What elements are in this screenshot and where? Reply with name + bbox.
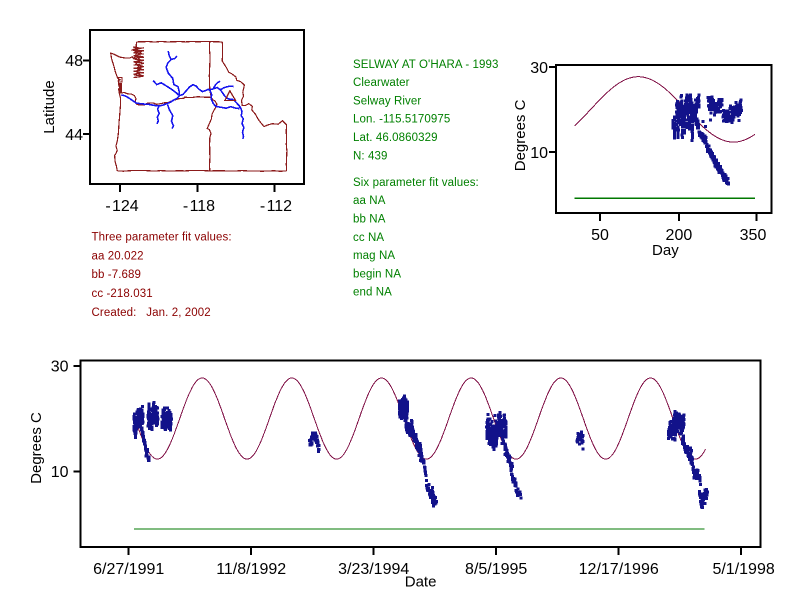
svg-text:Degrees C: Degrees C xyxy=(512,99,529,171)
svg-text:N: 439: N: 439 xyxy=(353,150,387,162)
svg-text:- 118: - 118 xyxy=(183,198,215,215)
svg-text:Clearwater: Clearwater xyxy=(353,77,410,89)
svg-text:30: 30 xyxy=(51,359,69,376)
svg-text:- 112: - 112 xyxy=(260,198,292,215)
svg-text:Lon. -115.5170975: Lon. -115.5170975 xyxy=(353,114,450,126)
svg-text:SELWAY AT O'HARA - 1993: SELWAY AT O'HARA - 1993 xyxy=(353,59,499,71)
svg-text:12/17/1996: 12/17/1996 xyxy=(579,561,659,578)
svg-text:11/8/1992: 11/8/1992 xyxy=(216,561,286,578)
svg-text:Three parameter fit values:: Three parameter fit values: xyxy=(92,231,232,243)
svg-text:end NA: end NA xyxy=(353,287,392,299)
svg-text:10: 10 xyxy=(530,145,548,162)
svg-text:Degrees C: Degrees C xyxy=(28,412,45,484)
svg-text:cc -218.031: cc -218.031 xyxy=(92,288,153,300)
svg-text:30: 30 xyxy=(530,60,548,77)
svg-text:Day: Day xyxy=(652,242,679,259)
svg-text:- 124: - 124 xyxy=(105,198,138,215)
svg-text:3/23/1994: 3/23/1994 xyxy=(338,561,409,578)
svg-text:5/1/1998: 5/1/1998 xyxy=(712,561,774,578)
svg-text:200: 200 xyxy=(666,227,693,244)
svg-text:44: 44 xyxy=(65,127,83,144)
svg-text:6/27/1991: 6/27/1991 xyxy=(93,561,164,578)
svg-text:Created: Jan. 2, 2002: Created: Jan. 2, 2002 xyxy=(92,307,211,319)
svg-text:aa 20.022: aa 20.022 xyxy=(92,250,144,262)
svg-text:Lat. 46.0860329: Lat. 46.0860329 xyxy=(353,132,438,144)
svg-text:Six parameter fit values:: Six parameter fit values: xyxy=(353,177,479,189)
svg-text:350: 350 xyxy=(740,227,767,244)
svg-text:mag NA: mag NA xyxy=(353,250,395,262)
svg-text:bb NA: bb NA xyxy=(353,214,386,226)
svg-text:Date: Date xyxy=(405,574,437,591)
svg-text:10: 10 xyxy=(51,464,69,481)
svg-text:aa NA: aa NA xyxy=(353,195,386,207)
svg-text:bb -7.689: bb -7.689 xyxy=(92,269,142,281)
svg-text:begin NA: begin NA xyxy=(353,268,401,280)
svg-text:Selway River: Selway River xyxy=(353,95,421,107)
svg-text:50: 50 xyxy=(591,227,609,244)
svg-text:8/5/1995: 8/5/1995 xyxy=(465,561,527,578)
svg-text:Latitude: Latitude xyxy=(41,80,58,133)
svg-text:48: 48 xyxy=(65,53,83,70)
svg-text:cc NA: cc NA xyxy=(353,232,384,244)
